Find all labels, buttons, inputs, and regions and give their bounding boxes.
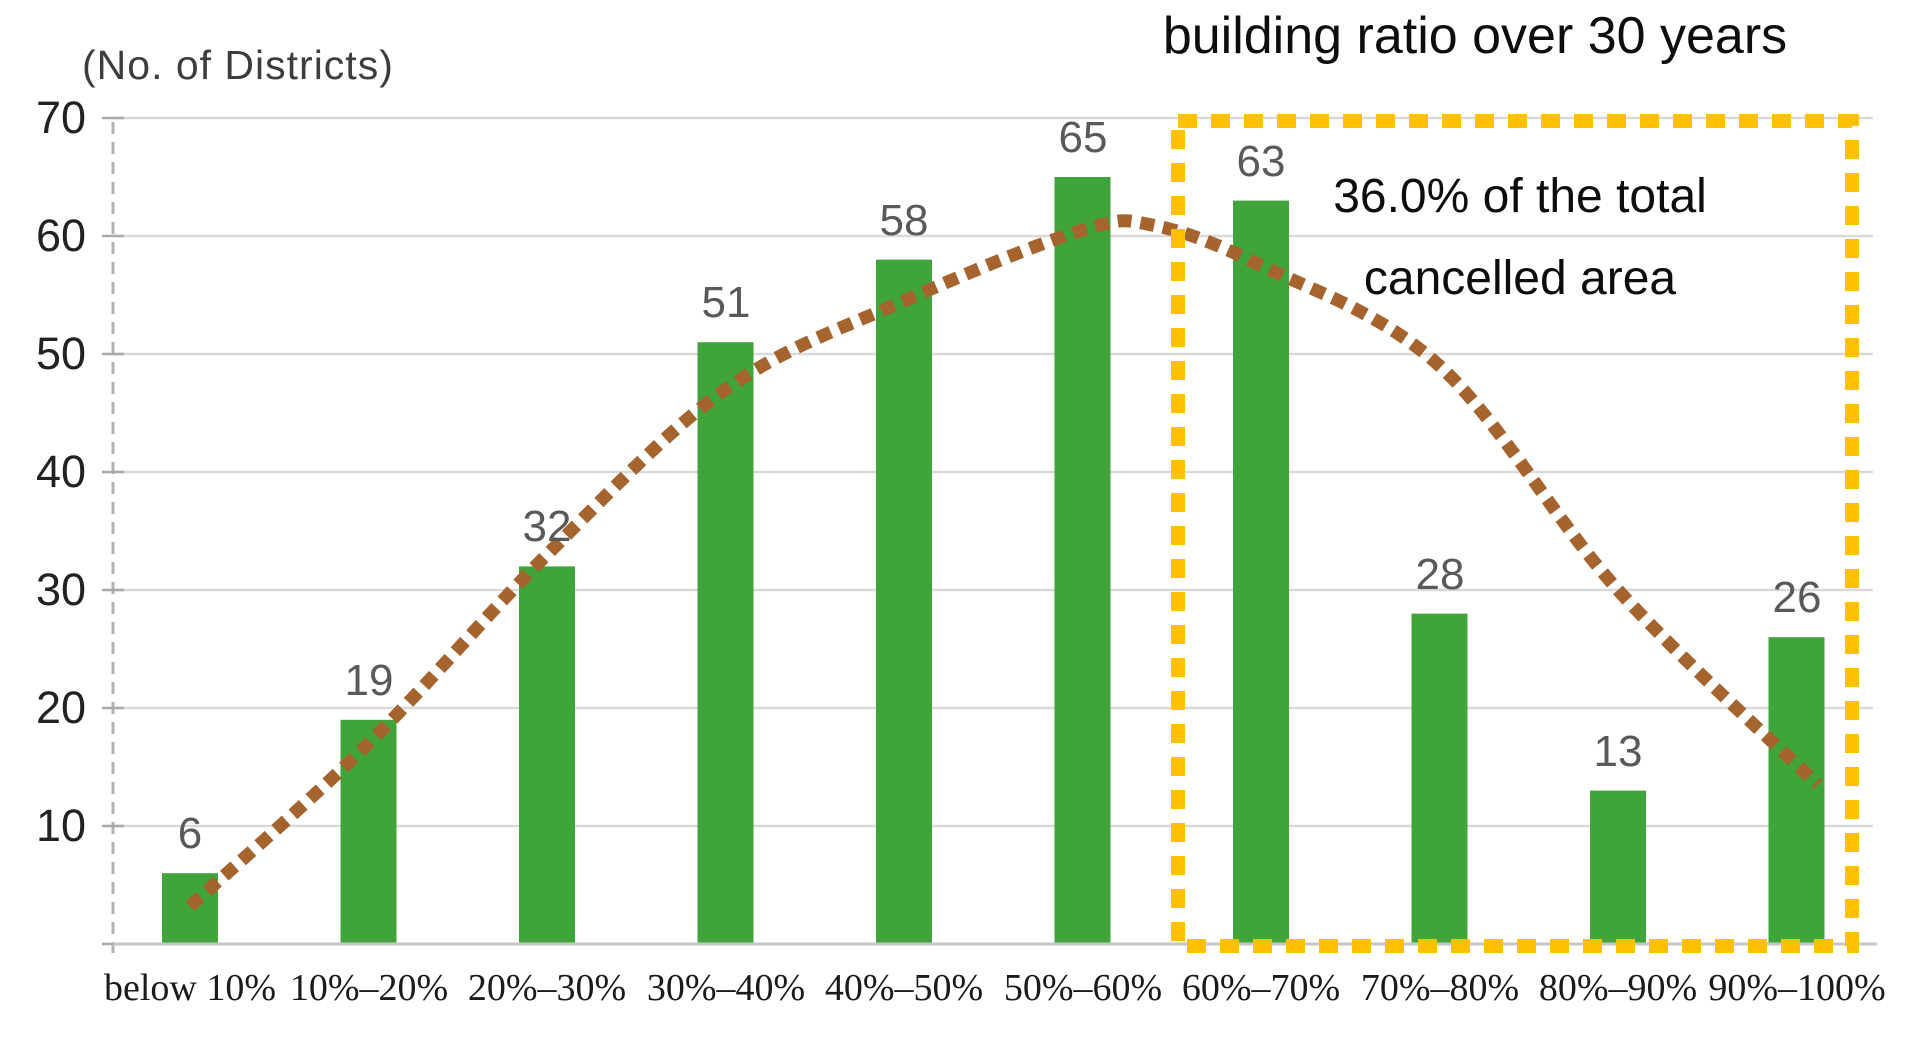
bar — [1054, 177, 1111, 944]
annotation-line1: 36.0% of the total — [1333, 170, 1707, 223]
bar-value-label: 32 — [522, 502, 572, 551]
x-category-label: 60%–70% — [1181, 967, 1341, 1009]
bar-value-label: 26 — [1772, 573, 1822, 622]
bar-value-label: 13 — [1593, 727, 1643, 776]
y-tick-label: 10 — [35, 800, 86, 851]
bar — [1590, 790, 1646, 944]
bar — [1768, 637, 1825, 944]
bar-value-label: 51 — [701, 278, 751, 327]
bar — [697, 342, 754, 944]
x-category-label: below 10% — [103, 967, 277, 1009]
y-tick-label: 50 — [35, 328, 86, 379]
bar-value-label: 19 — [344, 656, 394, 705]
y-tick-label: 70 — [35, 92, 86, 143]
bar — [519, 566, 575, 944]
x-category-label: 50%–60% — [1003, 967, 1163, 1009]
annotation-line2: cancelled area — [1363, 252, 1677, 305]
y-tick-label: 30 — [35, 564, 86, 615]
x-category-label: 70%–80% — [1360, 967, 1520, 1009]
annotation: 36.0% of the total cancelled area — [1200, 156, 1840, 320]
bar — [1411, 613, 1468, 944]
x-category-label: 30%–40% — [646, 967, 806, 1009]
y-tick-label: 20 — [35, 682, 86, 733]
bar-value-label: 58 — [879, 196, 929, 245]
x-category-label: 90%–100% — [1708, 967, 1886, 1009]
bar-value-label: 65 — [1058, 113, 1108, 162]
trend-line — [185, 214, 1823, 912]
y-axis-title: (No. of Districts) — [82, 42, 394, 88]
x-category-label: 20%–30% — [467, 967, 627, 1009]
bar — [876, 259, 932, 945]
x-category-label: 80%–90% — [1538, 967, 1698, 1009]
x-category-label: 10%–20% — [289, 967, 449, 1009]
y-tick-label: 60 — [35, 210, 86, 261]
bar-value-label: 28 — [1415, 550, 1465, 599]
chart-title: building ratio over 30 years — [1162, 7, 1788, 65]
highlight-box — [1171, 114, 1859, 953]
bar — [1233, 200, 1289, 945]
y-tick-label: 40 — [35, 446, 86, 497]
bar-value-label: 6 — [177, 809, 203, 858]
bar-value-label: 63 — [1236, 137, 1286, 186]
x-category-label: 40%–50% — [824, 967, 984, 1009]
